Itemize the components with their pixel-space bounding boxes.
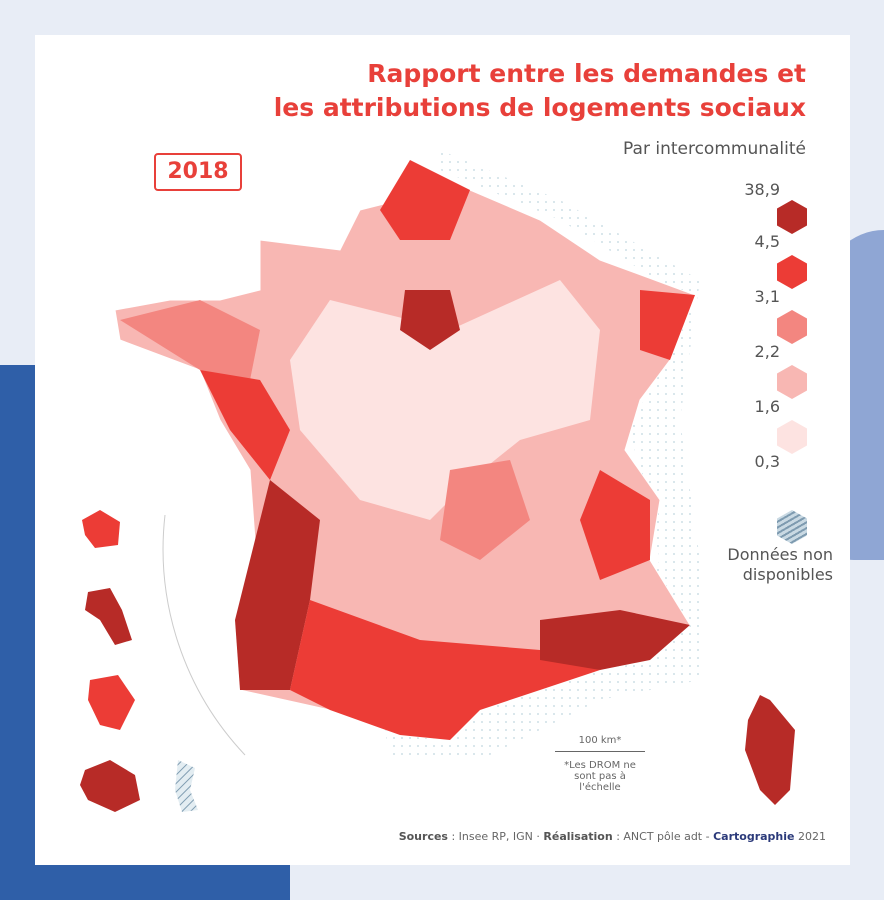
region-center-dark [440,460,530,560]
footer-credits: Sources : Insee RP, IGN · Réalisation : … [399,830,826,843]
scale-note-1: *Les DROM ne [564,760,636,771]
neighbour-countries-dots [380,150,700,760]
no-data-line-2: disponibles [742,565,833,584]
legend-no-data-label: Données non disponibles [673,545,833,585]
sources-label: Sources [398,830,448,843]
legend-break-5: 1,6 [754,397,780,416]
region-alps [580,470,650,580]
realisation-text: : ANCT pôle adt - [612,830,714,843]
footer-year: 2021 [794,830,826,843]
region-paris [400,290,460,350]
region-brittany [120,300,260,380]
reunion-inset [80,760,140,812]
legend-swatch-no-data [777,510,807,544]
legend-break-2: 4,5 [754,232,780,251]
no-data-line-1: Données non [727,545,833,564]
scale-label: 100 km* [578,735,622,746]
title-line-2: les attributions de logements sociaux [273,93,806,122]
region-west-coast [200,370,290,480]
martinique-inset [85,588,132,645]
title-line-1: Rapport entre les demandes et [367,59,806,88]
guyane-inset [88,675,135,730]
region-south [290,600,600,740]
region-north [380,160,470,240]
region-southwest [235,480,320,690]
legend-break-4: 2,2 [754,342,780,361]
scale-bar: 100 km* *Les DROM ne sont pas à l'échell… [555,735,645,793]
scale-note-2: sont pas à l'échelle [574,771,626,793]
guadeloupe-inset [82,510,120,548]
map-card: Rapport entre les demandes et les attrib… [35,35,850,865]
france-choropleth-map [80,150,795,812]
legend-swatch-1 [777,200,807,234]
cartographie-label: Cartographie [713,830,795,843]
sources-text: : Insee RP, IGN · [447,830,544,843]
scale-line [555,751,645,752]
region-southeast [540,610,690,670]
inset-separator-arc [162,514,246,756]
legend-break-3: 3,1 [754,287,780,306]
map-title: Rapport entre les demandes et les attrib… [274,57,806,125]
realisation-label: Réalisation [543,830,613,843]
legend-break-6: 0,3 [754,452,780,471]
region-center-low [290,280,600,520]
year-badge: 2018 [154,153,242,191]
mayotte-inset [175,760,198,812]
corsica-inset [745,695,795,805]
legend-break-1: 38,9 [744,180,780,199]
map-subtitle: Par intercommunalité [623,139,806,159]
region-alsace [640,290,695,360]
